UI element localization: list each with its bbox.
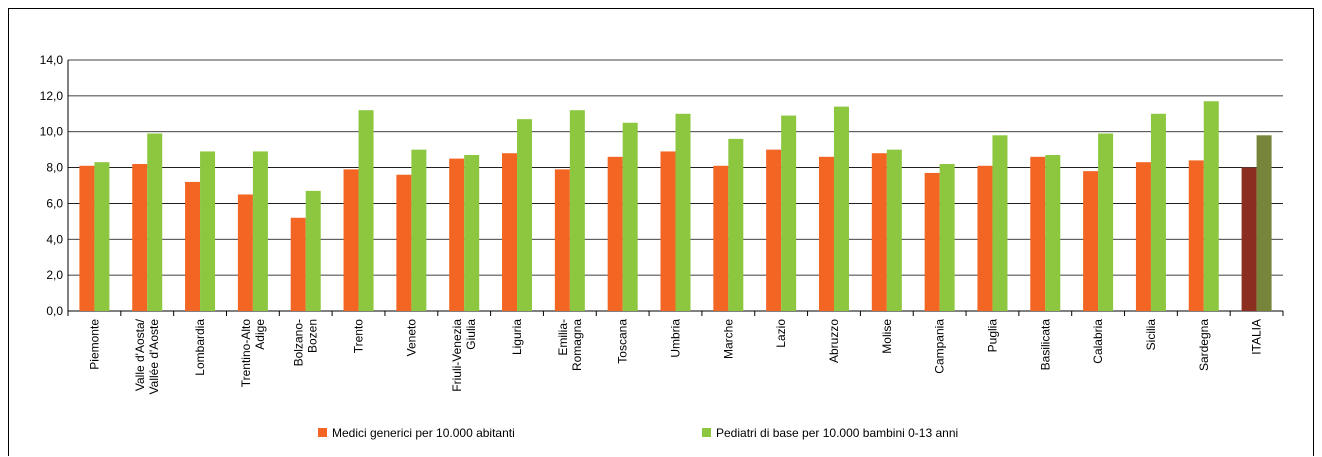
y-tick-label: 4,0 [46, 232, 63, 246]
bar-pediatri [886, 149, 902, 311]
x-category-label: Bolzano-Bozen [292, 319, 320, 366]
bar-medici [132, 163, 148, 311]
bar-pediatri [94, 162, 110, 311]
x-category-label: Umbria [669, 319, 683, 358]
x-category-label: Lombardia [193, 319, 207, 376]
x-category-label: Piemonte [87, 319, 101, 370]
bar-medici [1188, 160, 1204, 311]
x-category-label: Basilicata [1038, 319, 1052, 371]
bar-medici [449, 158, 465, 311]
x-category-label: Emilia-Romagna [556, 319, 584, 371]
bar-pediatri [1045, 155, 1061, 311]
y-tick-label: 14,0 [40, 53, 64, 67]
bar-pediatri [358, 110, 374, 311]
x-category-label: Toscana [616, 319, 630, 364]
bar-medici [1241, 167, 1257, 311]
bar-medici [766, 149, 782, 311]
x-category-label: Friuli-VeneziaGiulia [450, 319, 478, 392]
legend-label: Medici generici per 10.000 abitanti [332, 426, 515, 440]
x-category-label: Lazio [774, 319, 788, 348]
bar-pediatri [1203, 101, 1219, 311]
x-category-label: Marche [721, 319, 735, 359]
x-category-label: Trento [352, 319, 366, 354]
x-category-label: Liguria [510, 319, 524, 355]
y-tick-label: 12,0 [40, 89, 64, 103]
bar-pediatri [569, 110, 585, 311]
bar-pediatri [252, 151, 268, 311]
y-tick-label: 6,0 [46, 196, 63, 210]
bar-pediatri [833, 106, 849, 311]
x-category-label: ITALIA [1250, 319, 1264, 355]
bar-medici [396, 174, 412, 311]
bar-medici [713, 165, 729, 311]
bar-medici [818, 156, 834, 311]
x-category-label: Sardegna [1197, 319, 1211, 371]
x-category-label: Trentino-AltoAdige [239, 319, 267, 388]
bar-medici [502, 153, 518, 311]
x-category-label: Abruzzo [827, 319, 841, 363]
bar-medici [1083, 171, 1099, 311]
y-tick-label: 2,0 [46, 268, 63, 282]
x-category-label: Puglia [985, 319, 999, 353]
bar-medici [924, 172, 940, 311]
x-category-label: Campania [933, 319, 947, 374]
bar-pediatri [411, 149, 427, 311]
bar-medici [343, 169, 359, 311]
bar-medici [977, 165, 993, 311]
bar-pediatri [464, 155, 480, 311]
bar-medici [237, 194, 253, 311]
bar-medici [185, 181, 201, 311]
bar-pediatri [200, 151, 216, 311]
x-category-label: Valle d'Aosta/Vallée d'Aoste [133, 318, 161, 394]
bar-pediatri [1150, 113, 1166, 312]
bar-medici [1030, 156, 1046, 311]
bar-pediatri [728, 138, 744, 311]
y-tick-label: 0,0 [46, 304, 63, 318]
legend-swatch [702, 428, 711, 437]
bar-pediatri [992, 135, 1008, 311]
legend-label: Pediatri di base per 10.000 bambini 0-13… [716, 426, 958, 440]
legend-swatch [318, 428, 327, 437]
y-tick-label: 10,0 [40, 125, 64, 139]
x-category-label: Veneto [404, 319, 418, 357]
bar-medici [1135, 162, 1151, 311]
y-tick-label: 8,0 [46, 161, 63, 175]
bar-pediatri [622, 122, 638, 311]
x-category-label: Calabria [1091, 319, 1105, 364]
bar-pediatri [147, 133, 163, 311]
x-category-label: Sicilia [1144, 319, 1158, 351]
bar-medici [660, 151, 676, 311]
bar-pediatri [1098, 133, 1114, 311]
bar-medici [871, 153, 887, 311]
bar-pediatri [517, 119, 533, 312]
bar-medici [290, 217, 306, 311]
bar-medici [554, 169, 570, 311]
bar-pediatri [675, 113, 691, 312]
bar-medici [79, 165, 95, 311]
bar-pediatri [305, 190, 321, 311]
bar-pediatri [1256, 135, 1272, 311]
bar-medici [607, 156, 623, 311]
bar-pediatri [781, 115, 797, 311]
x-category-label: Molise [880, 319, 894, 354]
bar-pediatri [939, 163, 955, 311]
